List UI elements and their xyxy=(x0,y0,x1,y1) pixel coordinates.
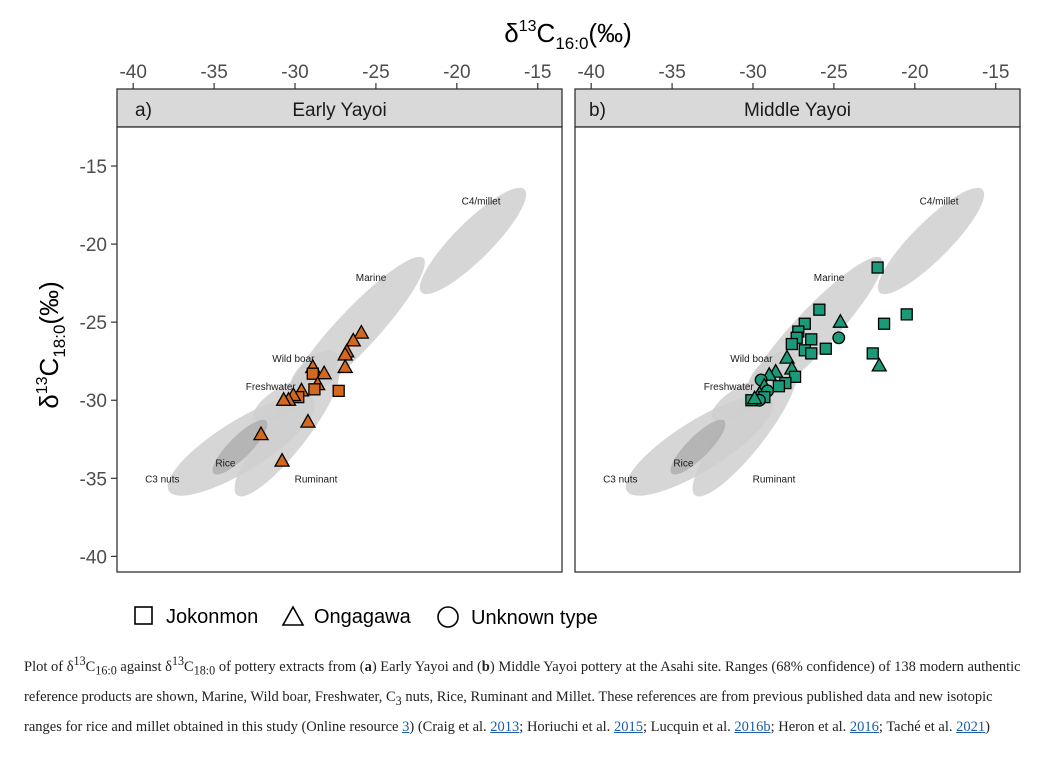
legend-triangle-key xyxy=(281,605,305,626)
x-axis-ticks: -40 -35 -30 -25 -20 -15 xyxy=(119,62,551,89)
data-point-triangle xyxy=(353,324,370,339)
link-horiuchi-2015[interactable]: 2015 xyxy=(613,718,643,735)
data-point-triangle xyxy=(252,425,270,441)
reference-label: Freshwater xyxy=(246,382,297,393)
legend-circle-key xyxy=(437,606,459,628)
panel-middle-yayoi: b) Middle Yayoi -40 -35 -30 -25 -20 -15 C4/mi… xyxy=(574,62,1021,573)
data-point-triangle xyxy=(316,364,333,380)
x-tick-label: -20 xyxy=(443,62,470,83)
data-point-square xyxy=(805,333,818,346)
figure-caption: Plot of δ13C16:0 against δ13C18:0 of pot… xyxy=(24,654,1021,735)
strip-background xyxy=(116,88,563,128)
x-tick-label: -35 xyxy=(658,62,685,83)
reference-ellipse xyxy=(670,419,726,475)
legend-square-key xyxy=(134,606,153,625)
data-point-square xyxy=(772,380,786,393)
x-tick-label: -15 xyxy=(524,62,551,83)
data-point-square xyxy=(332,384,345,398)
reference-label: Rice xyxy=(673,459,693,470)
data-point-square xyxy=(805,347,818,360)
data-point-triangle xyxy=(337,358,354,374)
x-tick-label: -15 xyxy=(982,62,1009,83)
reference-labels: C4/millet Marine Wild boar Freshwater Rice C3… xyxy=(603,196,959,485)
y-tick-label: -25 xyxy=(80,313,107,334)
data-point-triangle xyxy=(299,413,317,428)
reference-ellipse xyxy=(419,187,527,295)
y-tick-label: -15 xyxy=(80,157,107,178)
x-tick-label: -40 xyxy=(577,62,604,83)
legend-label-ongagawa: Ongagawa xyxy=(314,606,412,628)
reference-ellipse xyxy=(877,187,985,295)
reference-ellipse xyxy=(234,366,340,497)
y-axis-title: δ13C18:0(‰) xyxy=(34,281,69,408)
data-point-square xyxy=(866,347,879,360)
data-point-square xyxy=(813,303,826,316)
x-tick-label: -25 xyxy=(820,62,847,83)
x-tick-label: -30 xyxy=(739,62,766,83)
data-point-triangle xyxy=(273,452,291,467)
legend: Jokonmon Ongagawa Unknown type xyxy=(134,605,598,629)
reference-label: Marine xyxy=(356,273,387,284)
panel-early-yayoi: a) Early Yayoi -40 -35 -30 -25 -20 -15 -15 -20… xyxy=(80,62,563,573)
data-point-square xyxy=(819,342,832,355)
x-tick-label: -30 xyxy=(281,62,308,83)
legend-label-jokonmon: Jokonmon xyxy=(166,606,258,628)
data-point-square xyxy=(900,308,913,321)
legend-label-unknown: Unknown type xyxy=(471,607,598,629)
panel-title: Middle Yayoi xyxy=(744,100,851,121)
y-tick-label: -35 xyxy=(80,469,107,490)
data-point-triangle xyxy=(345,332,362,347)
reference-label: C4/millet xyxy=(920,196,959,207)
reference-label: Ruminant xyxy=(295,474,338,485)
data-point-square xyxy=(785,337,798,351)
x-axis-title: δ13C16:0(‰) xyxy=(504,18,631,53)
x-tick-label: -35 xyxy=(200,62,227,83)
y-axis-ticks: -15 -20 -25 -30 -35 -40 xyxy=(80,157,117,568)
reference-label: C4/millet xyxy=(462,196,501,207)
reference-labels: C4/millet Marine Wild boar Freshwater Rice C3… xyxy=(145,196,501,485)
data-point-square xyxy=(306,367,319,380)
reference-ellipse xyxy=(212,419,268,475)
data-point-triangle xyxy=(832,313,849,328)
data-points xyxy=(252,324,370,467)
reference-label: Ruminant xyxy=(753,474,796,485)
data-point-square xyxy=(788,370,802,383)
panel-title: Early Yayoi xyxy=(292,100,386,121)
link-online-resource[interactable]: 3 xyxy=(402,718,410,735)
link-craig-2013[interactable]: 2013 xyxy=(490,718,520,735)
chart: δ13C16:0(‰) δ13C18:0(‰) a) Early Yayoi -… xyxy=(34,18,1021,629)
data-point-square xyxy=(871,261,884,274)
reference-label: Wild boar xyxy=(272,354,315,365)
y-tick-label: -40 xyxy=(80,547,107,568)
x-tick-label: -40 xyxy=(119,62,146,83)
panel-tag: a) xyxy=(135,100,152,121)
link-lucquin-2016b[interactable]: 2016b xyxy=(734,718,771,735)
data-points xyxy=(745,261,913,407)
x-tick-label: -20 xyxy=(901,62,928,83)
reference-label: Freshwater xyxy=(704,382,755,393)
data-point-circle xyxy=(832,331,846,345)
data-point-triangle xyxy=(746,389,763,405)
data-point-triangle xyxy=(871,357,888,372)
reference-label: Rice xyxy=(215,459,235,470)
data-point-triangle xyxy=(778,349,796,364)
data-point-square xyxy=(877,317,891,330)
data-point-square xyxy=(308,383,321,396)
reference-label: Wild boar xyxy=(730,354,773,365)
data-point-square xyxy=(798,317,811,330)
data-point-triangle xyxy=(275,391,292,406)
reference-ellipse xyxy=(692,366,798,497)
reference-label: C3 nuts xyxy=(145,474,179,485)
y-tick-label: -20 xyxy=(80,235,107,256)
x-tick-label: -25 xyxy=(362,62,389,83)
strip-background xyxy=(574,88,1021,128)
reference-label: Marine xyxy=(814,273,845,284)
reference-label: C3 nuts xyxy=(603,474,637,485)
link-tache-2021[interactable]: 2021 xyxy=(956,718,986,735)
link-heron-2016[interactable]: 2016 xyxy=(849,718,879,735)
panel-tag: b) xyxy=(589,100,606,121)
y-tick-label: -30 xyxy=(80,391,107,412)
x-axis-ticks: -40 -35 -30 -25 -20 -15 xyxy=(577,62,1009,89)
